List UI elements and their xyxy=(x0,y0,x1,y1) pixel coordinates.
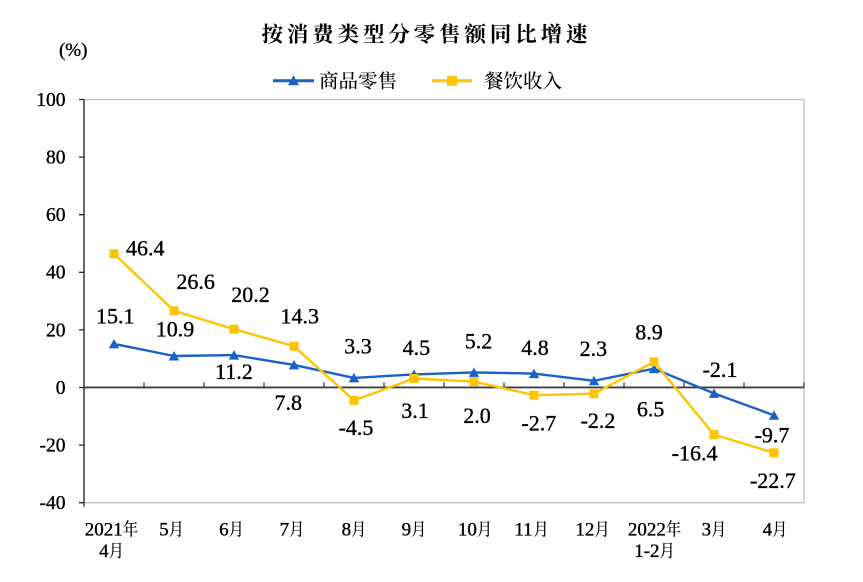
svg-text:-2.1: -2.1 xyxy=(703,357,738,382)
svg-text:4.5: 4.5 xyxy=(403,335,431,360)
svg-text:40: 40 xyxy=(46,263,66,284)
svg-text:1-2: 1-2 xyxy=(634,541,659,562)
svg-text:2021: 2021 xyxy=(85,520,123,541)
svg-text:-40: -40 xyxy=(40,493,66,514)
svg-text:5: 5 xyxy=(159,520,169,541)
svg-text:14.3: 14.3 xyxy=(281,304,320,329)
svg-text:2022: 2022 xyxy=(628,520,666,541)
svg-text:10: 10 xyxy=(458,520,477,541)
svg-text:11: 11 xyxy=(514,520,532,541)
svg-text:7: 7 xyxy=(280,520,290,541)
svg-text:4: 4 xyxy=(763,520,773,541)
svg-text:-16.4: -16.4 xyxy=(672,440,718,465)
svg-text:6: 6 xyxy=(219,520,229,541)
svg-text:9: 9 xyxy=(402,520,412,541)
svg-text:11.2: 11.2 xyxy=(215,359,253,384)
svg-text:3: 3 xyxy=(702,520,712,541)
svg-text:(%): (%) xyxy=(59,40,87,61)
svg-text:15.1: 15.1 xyxy=(96,304,135,329)
svg-text:8.9: 8.9 xyxy=(635,320,663,345)
svg-text:3.3: 3.3 xyxy=(344,333,372,358)
svg-text:4.8: 4.8 xyxy=(521,335,549,360)
svg-text:3.1: 3.1 xyxy=(401,398,429,423)
svg-text:6.5: 6.5 xyxy=(637,396,665,421)
svg-text:100: 100 xyxy=(36,90,65,111)
svg-text:60: 60 xyxy=(46,205,66,226)
svg-text:10.9: 10.9 xyxy=(156,316,195,341)
svg-text:-4.5: -4.5 xyxy=(339,415,374,440)
svg-text:20: 20 xyxy=(46,320,66,341)
svg-text:80: 80 xyxy=(46,148,66,169)
svg-text:46.4: 46.4 xyxy=(126,236,165,261)
svg-text:-20: -20 xyxy=(40,436,66,457)
svg-text:8: 8 xyxy=(342,520,352,541)
svg-text:20.2: 20.2 xyxy=(231,282,270,307)
svg-text:-2.2: -2.2 xyxy=(581,408,616,433)
svg-text:12: 12 xyxy=(575,520,594,541)
svg-text:7.8: 7.8 xyxy=(275,390,303,415)
svg-text:-22.7: -22.7 xyxy=(750,468,796,493)
svg-text:26.6: 26.6 xyxy=(176,269,215,294)
svg-text:4: 4 xyxy=(99,541,109,562)
svg-text:5.2: 5.2 xyxy=(465,328,493,353)
svg-text:0: 0 xyxy=(56,378,66,399)
svg-text:2.3: 2.3 xyxy=(580,336,608,361)
svg-text:2.0: 2.0 xyxy=(463,403,491,428)
svg-text:-9.7: -9.7 xyxy=(755,422,790,447)
svg-text:-2.7: -2.7 xyxy=(521,410,556,435)
